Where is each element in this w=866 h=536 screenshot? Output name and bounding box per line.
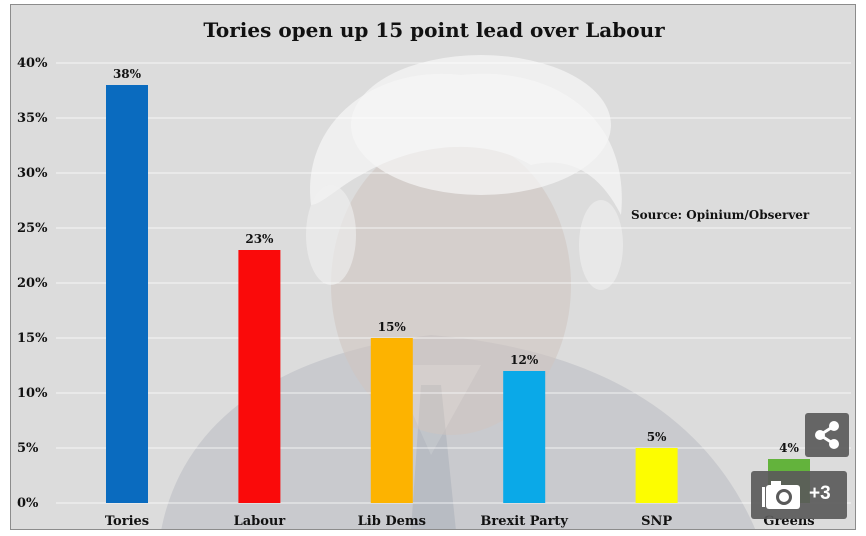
- bar-tories: [106, 85, 148, 503]
- y-tick-label: 35%: [17, 111, 48, 126]
- category-label: Brexit Party: [480, 514, 568, 529]
- category-label: Lib Dems: [358, 514, 426, 529]
- y-tick-label: 25%: [17, 221, 48, 236]
- share-icon: [815, 421, 839, 449]
- chart-frame: Tories open up 15 point lead over Labour…: [10, 4, 856, 530]
- y-tick-label: 15%: [17, 331, 48, 346]
- data-label: 38%: [113, 67, 142, 81]
- chart-title: Tories open up 15 point lead over Labour: [203, 18, 665, 42]
- bar-brexit-party: [503, 371, 546, 503]
- category-label: SNP: [641, 514, 672, 529]
- y-tick-label: 10%: [17, 386, 48, 401]
- data-label: 4%: [779, 441, 799, 455]
- gallery-button[interactable]: +3: [751, 471, 847, 519]
- y-tick-label: 20%: [17, 276, 48, 291]
- category-label: Tories: [105, 514, 149, 529]
- chart-source-annotation: Source: Opinium/Observer: [631, 208, 810, 222]
- bar-lib-dems: [370, 338, 413, 503]
- gallery-count: +3: [809, 483, 831, 504]
- y-tick-label: 5%: [17, 441, 39, 456]
- data-label: 23%: [245, 232, 274, 246]
- y-tick-label: 0%: [17, 496, 39, 511]
- data-label: 5%: [647, 430, 667, 444]
- bar-labour: [238, 250, 281, 503]
- data-label: 12%: [510, 353, 539, 367]
- share-button[interactable]: [805, 413, 849, 457]
- bar-snp: [635, 448, 678, 503]
- category-label: Labour: [234, 514, 286, 529]
- camera-icon: [762, 481, 800, 509]
- y-tick-label: 30%: [17, 166, 48, 181]
- bar-chart: Tories open up 15 point lead over Labour…: [17, 18, 851, 529]
- data-label: 15%: [378, 320, 407, 334]
- y-tick-label: 40%: [17, 56, 48, 71]
